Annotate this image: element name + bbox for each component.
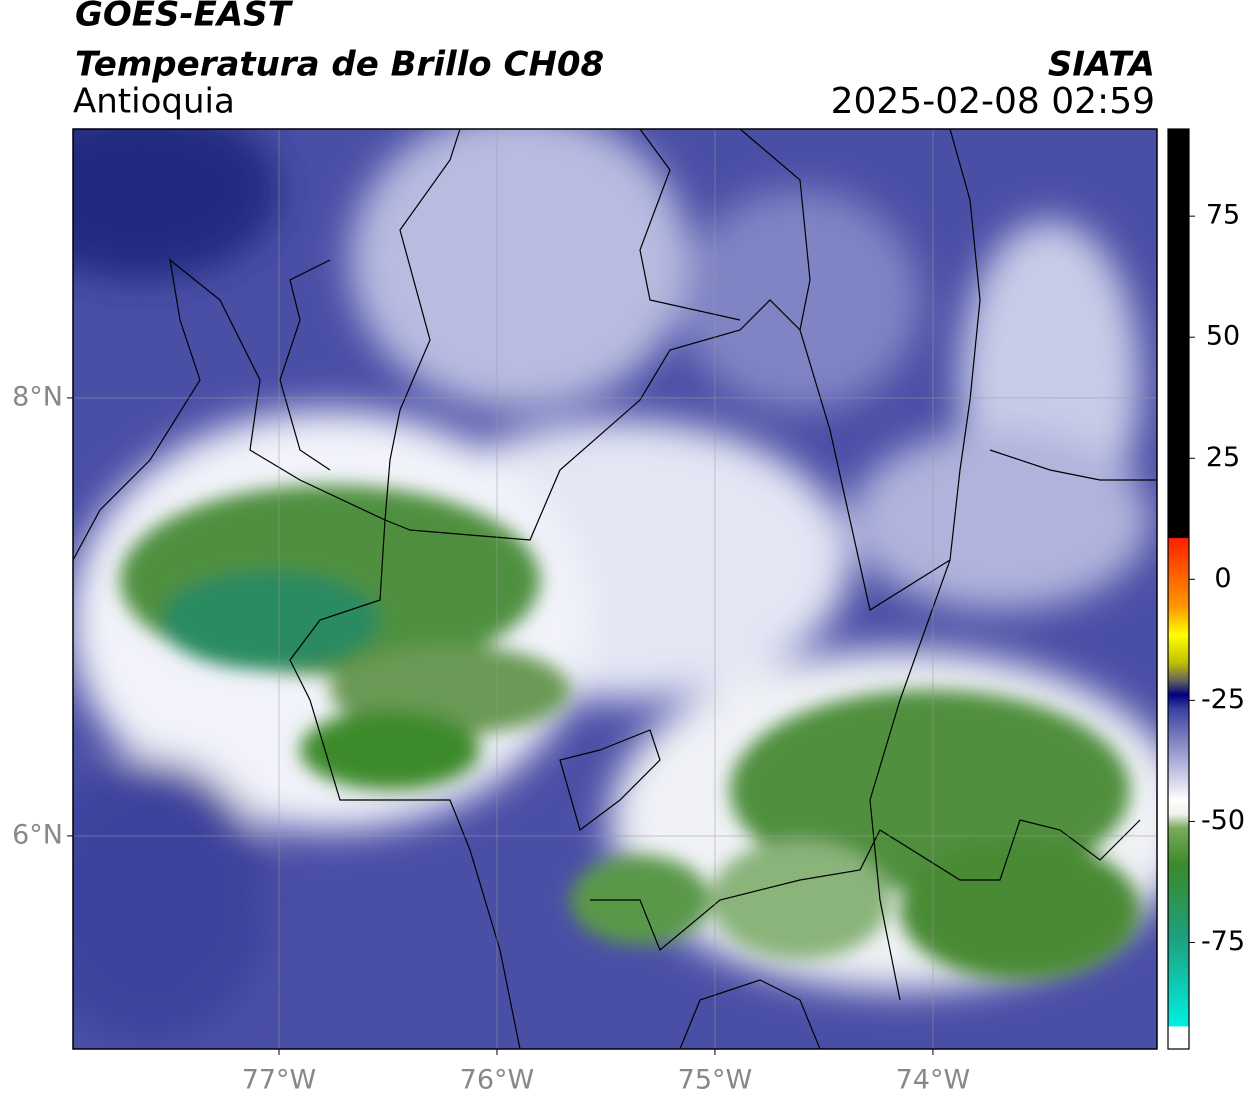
colorbar-tick-label: -50 [1201, 805, 1245, 836]
datetime: 2025-02-08 02:59 [831, 81, 1155, 122]
colorbar [1167, 128, 1190, 1050]
colorbar-tick-label: 75 [1206, 200, 1240, 231]
colorbar-tick-label: 0 [1214, 563, 1231, 594]
lat-tick-label: 8°N [12, 381, 63, 412]
colorbar-tick-label: -75 [1201, 926, 1245, 957]
lon-tick-label: 77°W [242, 1065, 317, 1096]
subtitle: Temperatura de Brillo CH08 [75, 45, 604, 85]
region: Antioquia [73, 82, 235, 122]
lon-tick-label: 76°W [460, 1065, 535, 1096]
lat-tick-label: 6°N [12, 819, 63, 850]
colorbar-tick-label: 50 [1206, 321, 1240, 352]
map-frame [72, 128, 1158, 1050]
lon-tick-label: 74°W [896, 1065, 971, 1096]
lon-tick-label: 75°W [678, 1065, 753, 1096]
map-image [73, 129, 1157, 1049]
title: GOES-EAST [75, 0, 294, 35]
colorbar-tick-label: 25 [1206, 442, 1240, 473]
source: SIATA [1048, 45, 1155, 85]
grid [73, 129, 1157, 1049]
colorbar-tick-label: -25 [1201, 684, 1245, 715]
